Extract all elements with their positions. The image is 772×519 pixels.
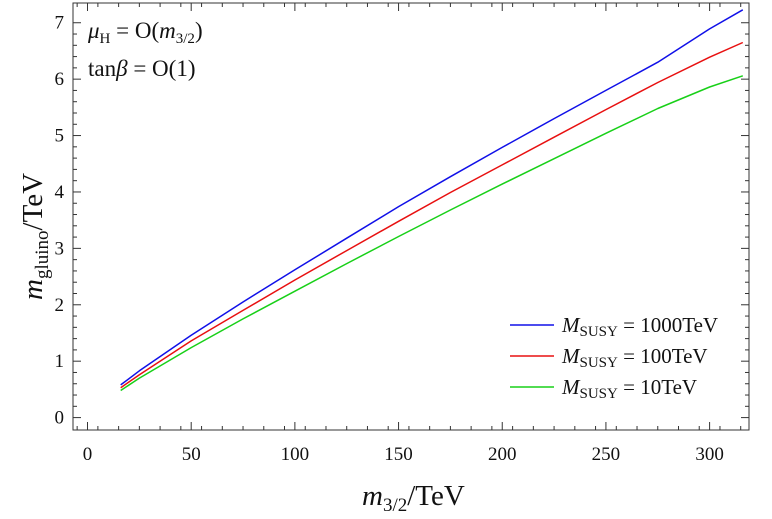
x-tick-label: 250: [592, 444, 621, 465]
annotation-tan-beta: tanβ = O(1): [88, 56, 195, 81]
y-tick-label: 0: [55, 408, 65, 429]
x-tick-labels: 0 50 100 150 200 250 300: [83, 444, 724, 465]
legend-label-100tev: MSUSY = 100TeV: [561, 344, 708, 371]
legend-label-1000tev: MSUSY = 1000TeV: [561, 313, 718, 340]
x-axis-title: m3/2/TeV: [362, 480, 465, 516]
y-tick-label: 3: [55, 238, 65, 259]
legend: MSUSY = 1000TeV MSUSY = 100TeV MSUSY = 1…: [510, 313, 718, 402]
x-tick-label: 300: [695, 444, 724, 465]
y-axis-title: mgluino/TeV: [17, 173, 53, 300]
y-tick-label: 7: [55, 13, 65, 34]
x-tick-label: 0: [83, 444, 93, 465]
x-tick-label: 200: [488, 444, 517, 465]
y-tick-labels: 0 1 2 3 4 5 6 7: [55, 13, 65, 429]
annotation-mu-h: μH = O(m3/2): [87, 18, 203, 47]
series-line-2: [120, 75, 744, 392]
plot-frame: [72, 2, 750, 431]
axis-ticks: [73, 3, 749, 430]
y-tick-label: 5: [55, 126, 65, 147]
y-tick-label: 1: [55, 351, 65, 372]
series-line-1: [120, 41, 744, 389]
series-lines: [120, 9, 744, 392]
y-tick-label: 2: [55, 295, 65, 316]
x-tick-label: 150: [384, 444, 413, 465]
x-tick-label: 100: [281, 444, 310, 465]
series-line-0: [120, 9, 744, 386]
y-tick-label: 6: [55, 69, 65, 90]
y-tick-label: 4: [55, 182, 65, 203]
x-tick-label: 50: [182, 444, 201, 465]
legend-label-10tev: MSUSY = 10TeV: [561, 375, 697, 402]
